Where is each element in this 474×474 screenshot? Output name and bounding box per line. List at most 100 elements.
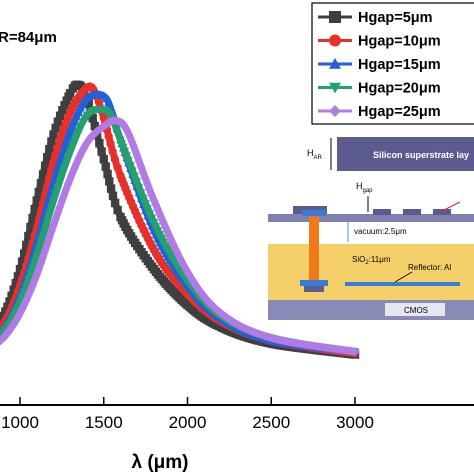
data-point bbox=[72, 112, 81, 120]
data-point bbox=[95, 139, 104, 148]
data-point bbox=[28, 264, 37, 273]
legend-marker bbox=[329, 11, 341, 23]
data-point bbox=[22, 240, 31, 250]
data-point bbox=[61, 158, 71, 167]
data-point bbox=[169, 240, 178, 249]
legend-label: Hgap=15μm bbox=[358, 57, 441, 73]
data-point bbox=[108, 147, 117, 156]
data-point bbox=[147, 214, 157, 223]
data-point bbox=[70, 117, 79, 125]
data-point bbox=[113, 163, 122, 172]
data-point bbox=[34, 187, 44, 197]
legend-label: Hgap=20μm bbox=[358, 81, 441, 97]
legend-label: Hgap=5μm bbox=[358, 10, 433, 26]
data-point bbox=[45, 144, 54, 154]
silicon-superstrate bbox=[337, 137, 474, 171]
x-tick-label: 2000 bbox=[169, 413, 207, 432]
data-point bbox=[55, 111, 65, 120]
data-point bbox=[55, 202, 64, 212]
legend-marker bbox=[329, 34, 341, 47]
reflector-pointer bbox=[394, 271, 413, 283]
data-point bbox=[155, 231, 165, 239]
data-point bbox=[126, 162, 135, 170]
data-point bbox=[60, 101, 69, 110]
data-point bbox=[68, 122, 77, 130]
data-point bbox=[59, 145, 69, 153]
data-point bbox=[47, 203, 56, 212]
legend-label: Hgap=10μm bbox=[358, 34, 441, 50]
data-point bbox=[61, 185, 71, 194]
data-point bbox=[122, 152, 131, 160]
data-point bbox=[162, 226, 172, 236]
sio2-layer bbox=[268, 244, 474, 300]
data-point bbox=[11, 278, 21, 288]
data-point bbox=[53, 143, 62, 153]
data-point bbox=[350, 347, 360, 356]
data-point bbox=[87, 132, 96, 142]
x-tick-label: 1500 bbox=[85, 413, 123, 432]
data-point bbox=[53, 117, 63, 126]
data-point bbox=[101, 162, 110, 171]
data-point bbox=[112, 126, 121, 135]
data-point bbox=[57, 196, 67, 206]
data-point bbox=[5, 297, 14, 306]
data-point bbox=[47, 137, 56, 146]
data-point bbox=[36, 238, 46, 247]
data-point bbox=[66, 174, 75, 183]
data-point bbox=[90, 122, 100, 131]
data-point bbox=[43, 239, 52, 249]
data-point bbox=[136, 189, 146, 197]
data-point bbox=[149, 219, 159, 227]
x-tick-label: 1000 bbox=[1, 413, 39, 432]
data-point bbox=[26, 271, 35, 279]
data-point bbox=[105, 177, 114, 186]
data-point bbox=[104, 132, 113, 141]
reflector-al bbox=[345, 282, 460, 286]
data-point bbox=[78, 145, 88, 155]
data-point bbox=[130, 172, 139, 181]
via-pillar bbox=[309, 216, 319, 280]
via-bottom bbox=[300, 280, 328, 286]
data-point bbox=[59, 164, 69, 173]
data-point bbox=[51, 150, 60, 160]
data-point bbox=[9, 285, 18, 294]
annotation-text: R=84μm bbox=[0, 29, 57, 46]
data-point bbox=[187, 274, 196, 283]
series-curves bbox=[0, 80, 360, 359]
data-point bbox=[55, 136, 64, 146]
data-point bbox=[89, 130, 98, 139]
data-point bbox=[17, 257, 27, 266]
pixel-layer bbox=[268, 214, 474, 222]
data-point bbox=[58, 106, 67, 115]
data-point bbox=[94, 98, 104, 107]
data-point bbox=[22, 282, 31, 291]
data-point bbox=[40, 246, 50, 255]
data-point bbox=[183, 267, 192, 277]
data-point bbox=[132, 178, 141, 186]
data-point bbox=[131, 146, 140, 155]
data-point bbox=[80, 142, 90, 151]
inset-diagram: HAR Silicon superstrate lay Hgap vacuum:… bbox=[268, 128, 474, 323]
data-point bbox=[5, 326, 14, 335]
data-point bbox=[47, 165, 56, 174]
vacuum-label: vacuum:2.5μm bbox=[354, 227, 407, 236]
data-point bbox=[63, 179, 73, 188]
data-point bbox=[143, 205, 152, 213]
data-point bbox=[32, 196, 41, 205]
data-point bbox=[51, 190, 60, 199]
sio2-label: SiO2:11μm bbox=[352, 255, 391, 266]
data-point bbox=[34, 245, 44, 254]
pixel-cell bbox=[373, 209, 391, 215]
data-point bbox=[63, 133, 73, 141]
data-point bbox=[149, 196, 159, 205]
data-point bbox=[30, 258, 39, 267]
data-point bbox=[49, 130, 58, 139]
data-point bbox=[55, 177, 64, 186]
data-point bbox=[76, 150, 85, 159]
data-point bbox=[1, 307, 10, 316]
data-point bbox=[110, 198, 120, 208]
data-point bbox=[139, 194, 148, 203]
data-point bbox=[151, 223, 161, 231]
data-point bbox=[45, 210, 54, 219]
data-point bbox=[51, 214, 60, 224]
